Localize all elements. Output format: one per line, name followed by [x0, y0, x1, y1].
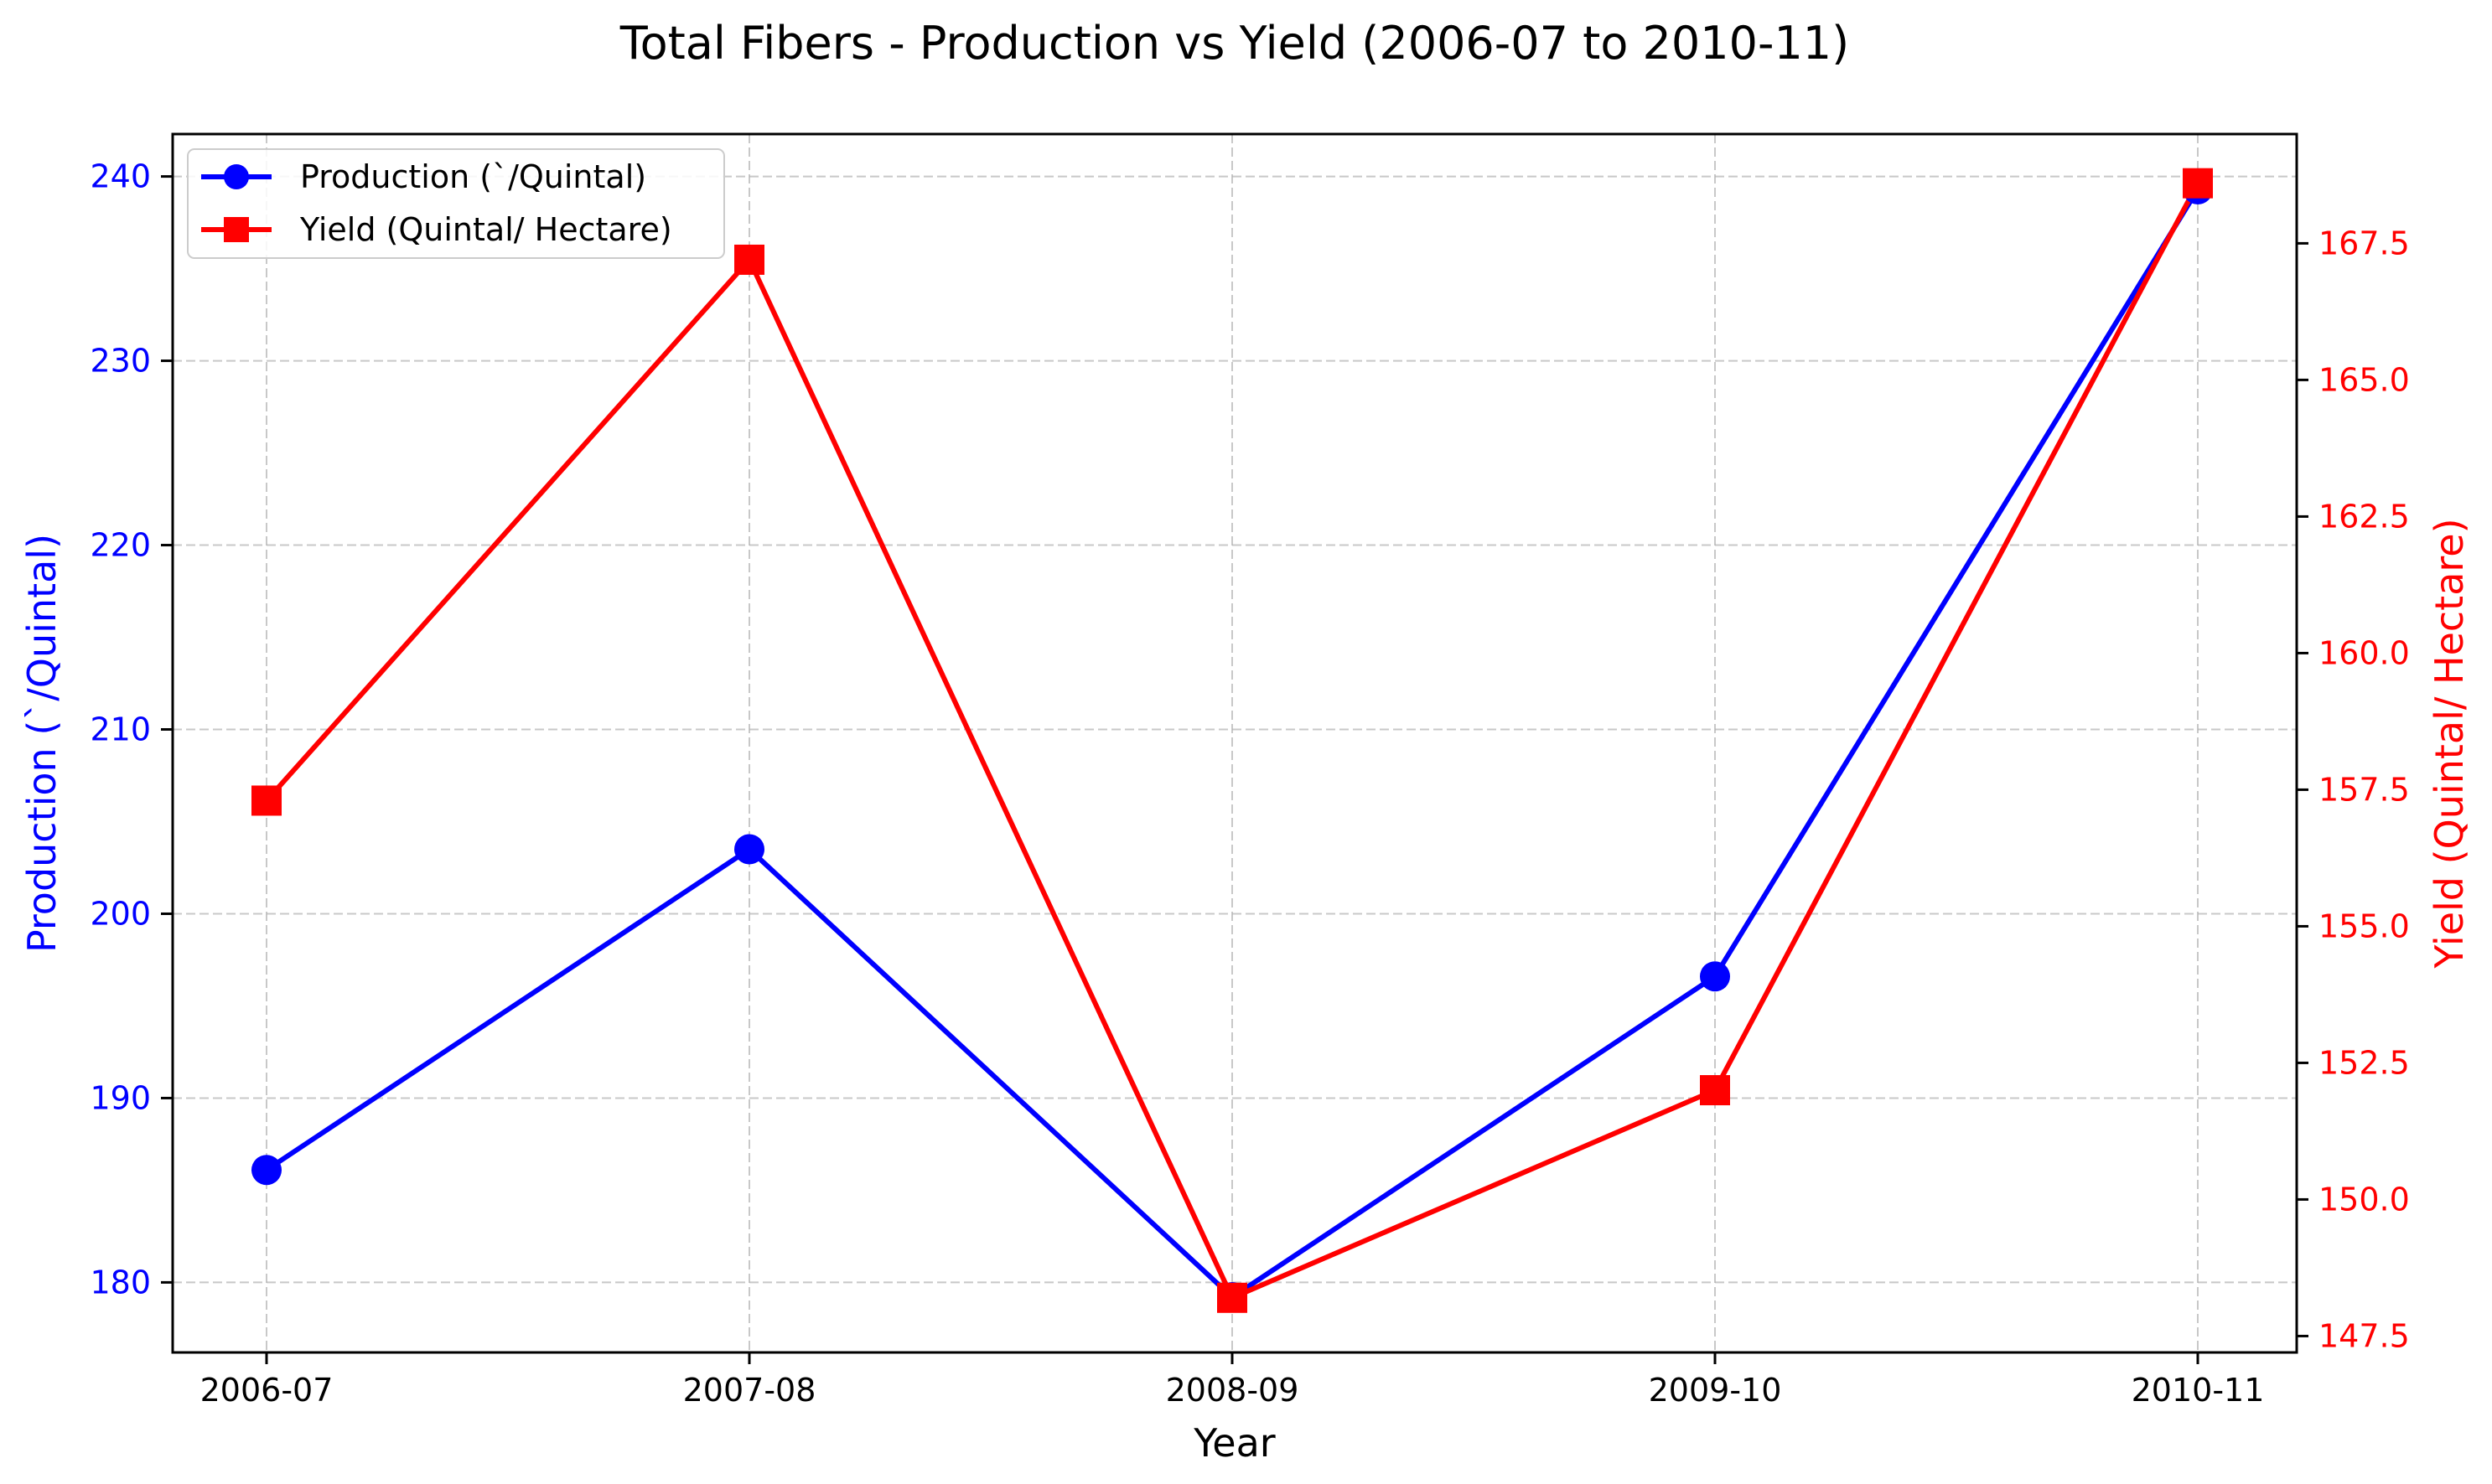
y-axis-left: 180 190 200 210 220 230 240: [90, 158, 173, 1300]
legend-box: [187, 148, 725, 259]
y-left-tick-label: 230: [90, 343, 151, 380]
data-point-production: [251, 1155, 282, 1186]
legend-label-yield: Yield (Quintal/ Hectare): [299, 211, 672, 248]
chart-title: Total Fibers - Production vs Yield (2006…: [619, 17, 1849, 70]
data-point-production: [1700, 961, 1730, 992]
legend: Production (`/Quintal) Yield (Quintal/ H…: [187, 148, 725, 259]
data-point-production: [734, 834, 764, 865]
y-axis-right-label: Yield (Quintal/ Hectare): [2427, 518, 2472, 969]
y-right-tick-label: 165.0: [2318, 361, 2410, 398]
y-left-tick-label: 190: [90, 1079, 151, 1116]
y-right-tick-label: 147.5: [2318, 1317, 2410, 1354]
data-point-yield: [1217, 1282, 1247, 1313]
y-left-tick-label: 200: [90, 895, 151, 932]
y-right-tick-label: 152.5: [2318, 1044, 2410, 1081]
legend-marker-yield: [224, 217, 249, 242]
y-left-tick-label: 180: [90, 1264, 151, 1300]
x-tick-label: 2010-11: [2132, 1372, 2265, 1409]
y-right-tick-label: 155.0: [2318, 907, 2410, 944]
data-point-yield: [1700, 1075, 1730, 1106]
x-axis: 2006-07 2007-08 2008-09 2009-10 2010-11: [200, 1352, 2265, 1409]
y-left-tick-label: 240: [90, 158, 151, 195]
legend-marker-production: [224, 164, 249, 189]
y-right-tick-label: 150.0: [2318, 1181, 2410, 1218]
x-tick-label: 2007-08: [683, 1372, 816, 1409]
data-point-yield: [251, 785, 282, 816]
grid: [173, 134, 2297, 1352]
y-axis-left-label: Production (`/Quintal): [19, 534, 65, 953]
data-point-yield: [2183, 168, 2213, 199]
data-point-yield: [734, 244, 764, 275]
x-tick-label: 2009-10: [1649, 1372, 1782, 1409]
x-tick-label: 2008-09: [1166, 1372, 1299, 1409]
y-right-tick-label: 167.5: [2318, 225, 2410, 261]
plot-frame: [171, 132, 2298, 1354]
series-markers: [251, 168, 2213, 1313]
y-right-tick-label: 157.5: [2318, 771, 2410, 808]
legend-label-production: Production (`/Quintal): [300, 158, 646, 195]
y-left-tick-label: 210: [90, 711, 151, 748]
x-axis-label: Year: [1193, 1420, 1275, 1466]
y-right-tick-label: 160.0: [2318, 634, 2410, 671]
y-right-tick-label: 162.5: [2318, 498, 2410, 535]
x-tick-label: 2006-07: [200, 1372, 334, 1409]
y-left-tick-label: 220: [90, 527, 151, 564]
y-axis-right: 147.5 150.0 152.5 155.0 157.5 160.0 162.5 165.0…: [2297, 225, 2410, 1354]
